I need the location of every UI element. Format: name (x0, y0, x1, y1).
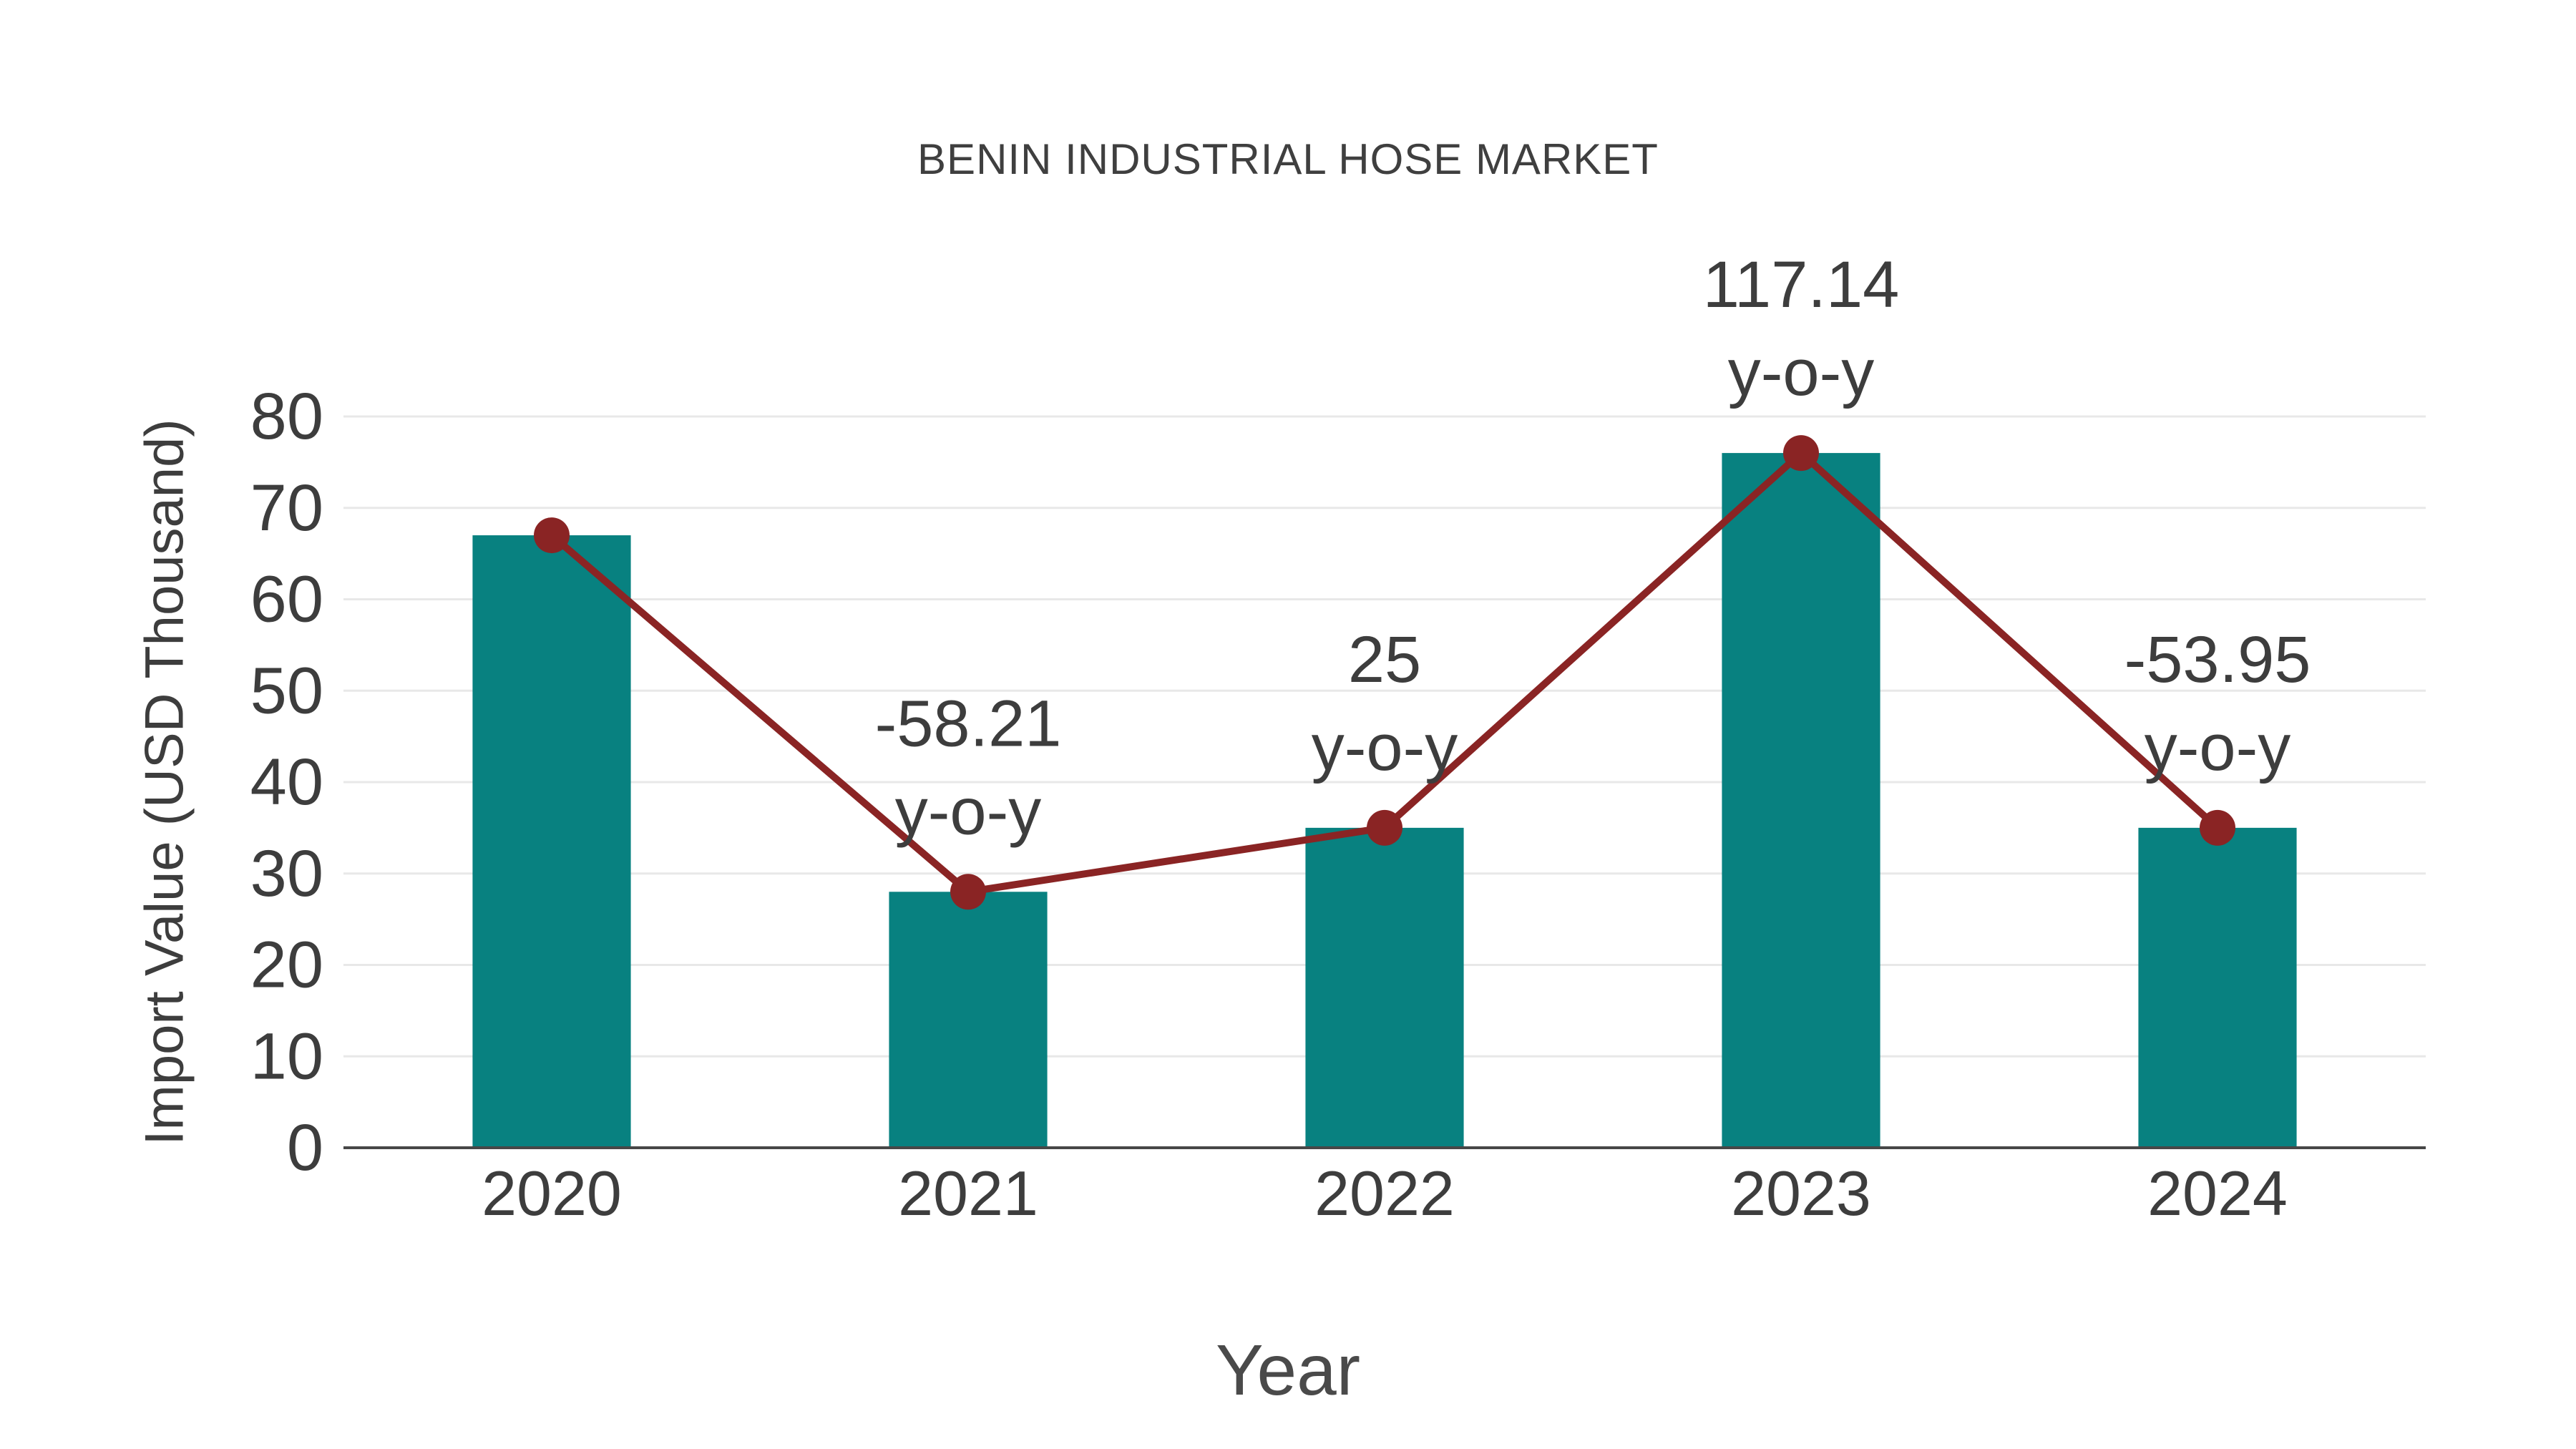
bar-2020 (472, 535, 631, 1148)
annotation-2024-suffix: y-o-y (2145, 711, 2290, 784)
y-tick-label-30: 30 (250, 837, 323, 910)
annotation-2021-suffix: y-o-y (895, 775, 1041, 848)
point-2022 (1367, 809, 1402, 846)
y-tick-label-0: 0 (287, 1111, 323, 1184)
x-tick-label-2020: 2020 (482, 1158, 622, 1229)
x-axis-title: Year (1215, 1330, 1361, 1410)
y-tick-label-40: 40 (250, 746, 323, 819)
point-2023 (1783, 435, 1819, 472)
annotation-2021-value: -58.21 (875, 687, 1062, 760)
x-tick-label-2024: 2024 (2147, 1158, 2288, 1229)
annotation-2023-value: 117.14 (1703, 248, 1900, 321)
annotation-2023-suffix: y-o-y (1728, 336, 1874, 409)
y-tick-label-20: 20 (250, 929, 323, 1002)
x-tick-label-2023: 2023 (1731, 1158, 1871, 1229)
bar-2023 (1722, 453, 1880, 1148)
y-tick-label-10: 10 (250, 1020, 323, 1093)
y-tick-label-50: 50 (250, 654, 323, 727)
annotation-2022-value: 25 (1348, 623, 1421, 696)
bar-2022 (1305, 827, 1464, 1148)
annotation-2024-value: -53.95 (2124, 623, 2311, 696)
x-tick-label-2022: 2022 (1314, 1158, 1455, 1229)
point-2021 (950, 874, 986, 910)
y-tick-label-70: 70 (250, 472, 323, 545)
annotation-2022-suffix: y-o-y (1312, 711, 1458, 784)
point-2024 (2200, 809, 2235, 846)
x-tick-label-2021: 2021 (898, 1158, 1038, 1229)
bar-2024 (2138, 827, 2297, 1148)
bar-2021 (889, 892, 1048, 1148)
chart-title: BENIN INDUSTRIAL HOSE MARKET (917, 135, 1659, 183)
point-2020 (534, 517, 570, 554)
y-tick-label-60: 60 (250, 563, 323, 636)
y-tick-label-80: 80 (250, 380, 323, 453)
